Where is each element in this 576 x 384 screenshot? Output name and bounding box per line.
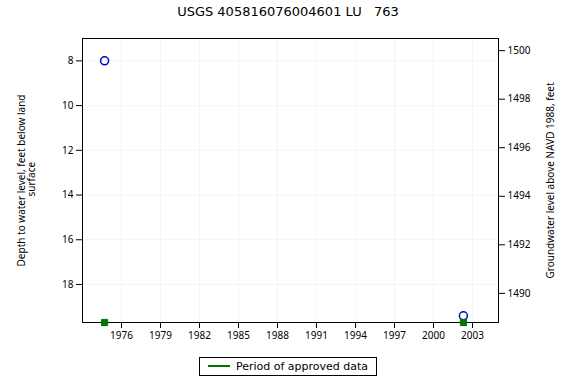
svg-text:1982: 1982 (188, 328, 211, 342)
svg-text:1994: 1994 (344, 328, 367, 342)
svg-text:10: 10 (62, 98, 74, 112)
svg-text:1988: 1988 (266, 328, 289, 342)
svg-text:1985: 1985 (227, 328, 250, 342)
svg-text:1494: 1494 (508, 188, 531, 202)
svg-text:2003: 2003 (461, 328, 484, 342)
html-text:Period of approved data: Period of approved data (235, 359, 369, 373)
svg-text:1500: 1500 (508, 43, 531, 57)
svg-text:1498: 1498 (508, 91, 531, 105)
svg-text:1991: 1991 (305, 328, 328, 342)
svg-text:Groundwater level above NAVD 1: Groundwater level above NAVD 1988, feet (543, 82, 557, 278)
svg-text:2000: 2000 (422, 328, 445, 342)
svg-text:12: 12 (62, 143, 74, 157)
svg-text:14: 14 (62, 187, 74, 201)
svg-text:1492: 1492 (508, 237, 531, 251)
svg-text:16: 16 (62, 232, 74, 246)
svg-text:Depth to water level, feet bel: Depth to water level, feet below land su… (14, 95, 38, 267)
svg-text:1490: 1490 (508, 286, 531, 300)
svg-text:1979: 1979 (149, 328, 172, 342)
svg-text:1997: 1997 (383, 328, 406, 342)
svg-text:1496: 1496 (508, 140, 531, 154)
svg-text:18: 18 (62, 277, 74, 291)
html-text:USGS 405816076004601 LU 763: USGS 405816076004601 LU 763 (177, 4, 399, 19)
svg-text:8: 8 (68, 53, 74, 67)
svg-text:1976: 1976 (110, 328, 133, 342)
